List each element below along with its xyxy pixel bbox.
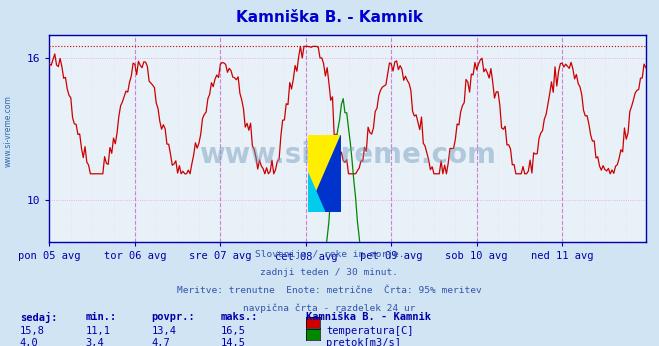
Text: sedaj:: sedaj: bbox=[20, 312, 57, 323]
Text: www.si-vreme.com: www.si-vreme.com bbox=[4, 95, 13, 167]
Text: 3,4: 3,4 bbox=[86, 338, 104, 346]
Text: Slovenija / reke in morje.: Slovenija / reke in morje. bbox=[255, 250, 404, 259]
Text: Kamniška B. - Kamnik: Kamniška B. - Kamnik bbox=[306, 312, 432, 322]
Text: 4,7: 4,7 bbox=[152, 338, 170, 346]
Text: Meritve: trenutne  Enote: metrične  Črta: 95% meritev: Meritve: trenutne Enote: metrične Črta: … bbox=[177, 286, 482, 295]
Text: pretok[m3/s]: pretok[m3/s] bbox=[326, 338, 401, 346]
Polygon shape bbox=[308, 135, 341, 211]
Text: min.:: min.: bbox=[86, 312, 117, 322]
Text: maks.:: maks.: bbox=[221, 312, 258, 322]
Text: 13,4: 13,4 bbox=[152, 326, 177, 336]
Text: Kamniška B. - Kamnik: Kamniška B. - Kamnik bbox=[236, 10, 423, 25]
Text: 11,1: 11,1 bbox=[86, 326, 111, 336]
Text: www.si-vreme.com: www.si-vreme.com bbox=[199, 141, 496, 169]
Text: 15,8: 15,8 bbox=[20, 326, 45, 336]
Text: 14,5: 14,5 bbox=[221, 338, 246, 346]
Text: zadnji teden / 30 minut.: zadnji teden / 30 minut. bbox=[260, 268, 399, 277]
Text: 16,5: 16,5 bbox=[221, 326, 246, 336]
Text: 4,0: 4,0 bbox=[20, 338, 38, 346]
Text: temperatura[C]: temperatura[C] bbox=[326, 326, 414, 336]
Polygon shape bbox=[308, 173, 324, 211]
Polygon shape bbox=[308, 135, 341, 211]
Text: navpična črta - razdelek 24 ur: navpična črta - razdelek 24 ur bbox=[243, 304, 416, 313]
Text: povpr.:: povpr.: bbox=[152, 312, 195, 322]
